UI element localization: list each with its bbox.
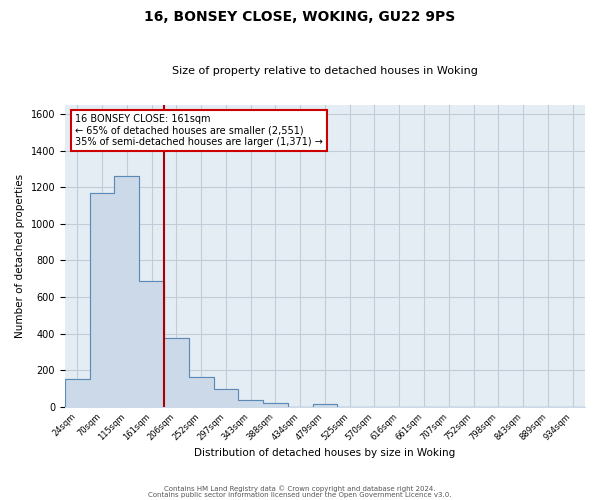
- Text: Contains HM Land Registry data © Crown copyright and database right 2024.: Contains HM Land Registry data © Crown c…: [164, 486, 436, 492]
- Text: 16 BONSEY CLOSE: 161sqm
← 65% of detached houses are smaller (2,551)
35% of semi: 16 BONSEY CLOSE: 161sqm ← 65% of detache…: [76, 114, 323, 148]
- Y-axis label: Number of detached properties: Number of detached properties: [15, 174, 25, 338]
- X-axis label: Distribution of detached houses by size in Woking: Distribution of detached houses by size …: [194, 448, 455, 458]
- Text: Contains public sector information licensed under the Open Government Licence v3: Contains public sector information licen…: [148, 492, 452, 498]
- Title: Size of property relative to detached houses in Woking: Size of property relative to detached ho…: [172, 66, 478, 76]
- Text: 16, BONSEY CLOSE, WOKING, GU22 9PS: 16, BONSEY CLOSE, WOKING, GU22 9PS: [145, 10, 455, 24]
